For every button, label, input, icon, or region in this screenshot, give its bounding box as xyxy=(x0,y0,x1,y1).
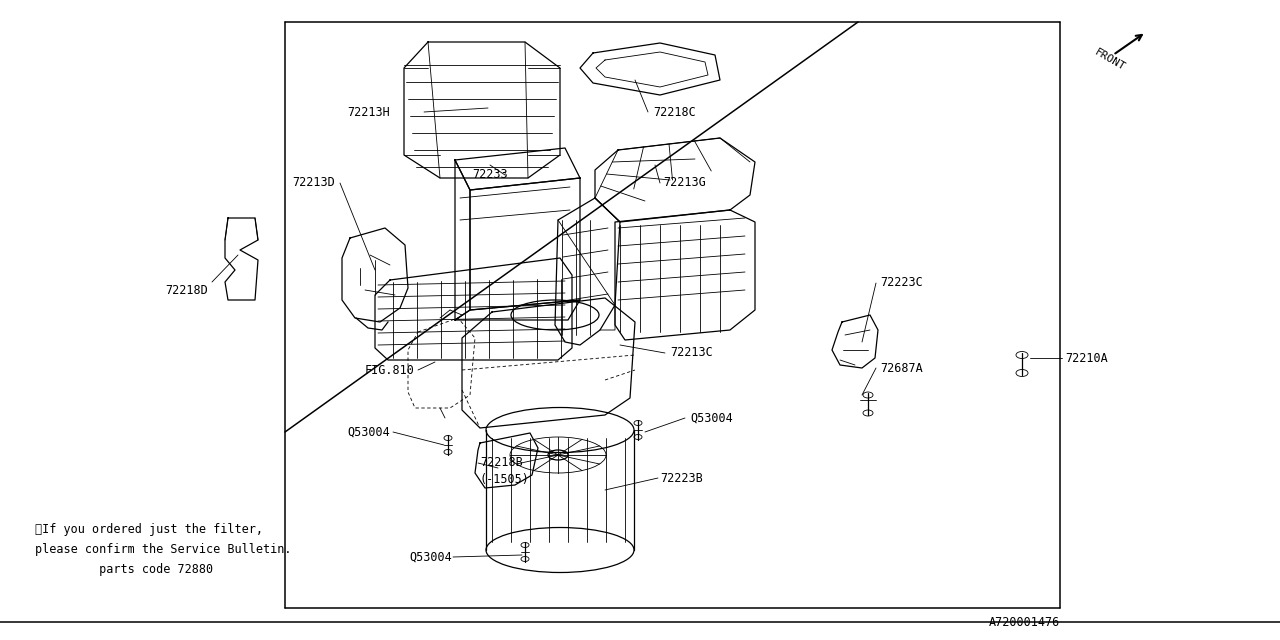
Text: parts code 72880: parts code 72880 xyxy=(35,563,214,577)
Text: 72210A: 72210A xyxy=(1065,351,1107,365)
Text: 72218B: 72218B xyxy=(480,456,522,470)
Text: 72233: 72233 xyxy=(472,168,508,182)
Text: 72213G: 72213G xyxy=(663,177,705,189)
Text: 72687A: 72687A xyxy=(881,362,923,374)
Text: please confirm the Service Bulletin.: please confirm the Service Bulletin. xyxy=(35,543,292,557)
Text: A720001476: A720001476 xyxy=(988,616,1060,628)
Text: FIG.810: FIG.810 xyxy=(364,364,413,376)
Text: 72223C: 72223C xyxy=(881,276,923,289)
Text: ※If you ordered just the filter,: ※If you ordered just the filter, xyxy=(35,524,262,536)
Text: (-1505): (-1505) xyxy=(480,474,530,486)
Text: 72218D: 72218D xyxy=(165,284,207,296)
Text: Q53004: Q53004 xyxy=(347,426,390,438)
Text: 72213C: 72213C xyxy=(669,346,713,360)
Text: 72218C: 72218C xyxy=(653,106,696,118)
Text: 72223B: 72223B xyxy=(660,472,703,484)
Text: Q53004: Q53004 xyxy=(690,412,732,424)
Text: FRONT: FRONT xyxy=(1093,47,1128,73)
Text: 72213H: 72213H xyxy=(347,106,390,118)
Text: 72213D: 72213D xyxy=(292,177,335,189)
Text: Q53004: Q53004 xyxy=(410,550,452,563)
